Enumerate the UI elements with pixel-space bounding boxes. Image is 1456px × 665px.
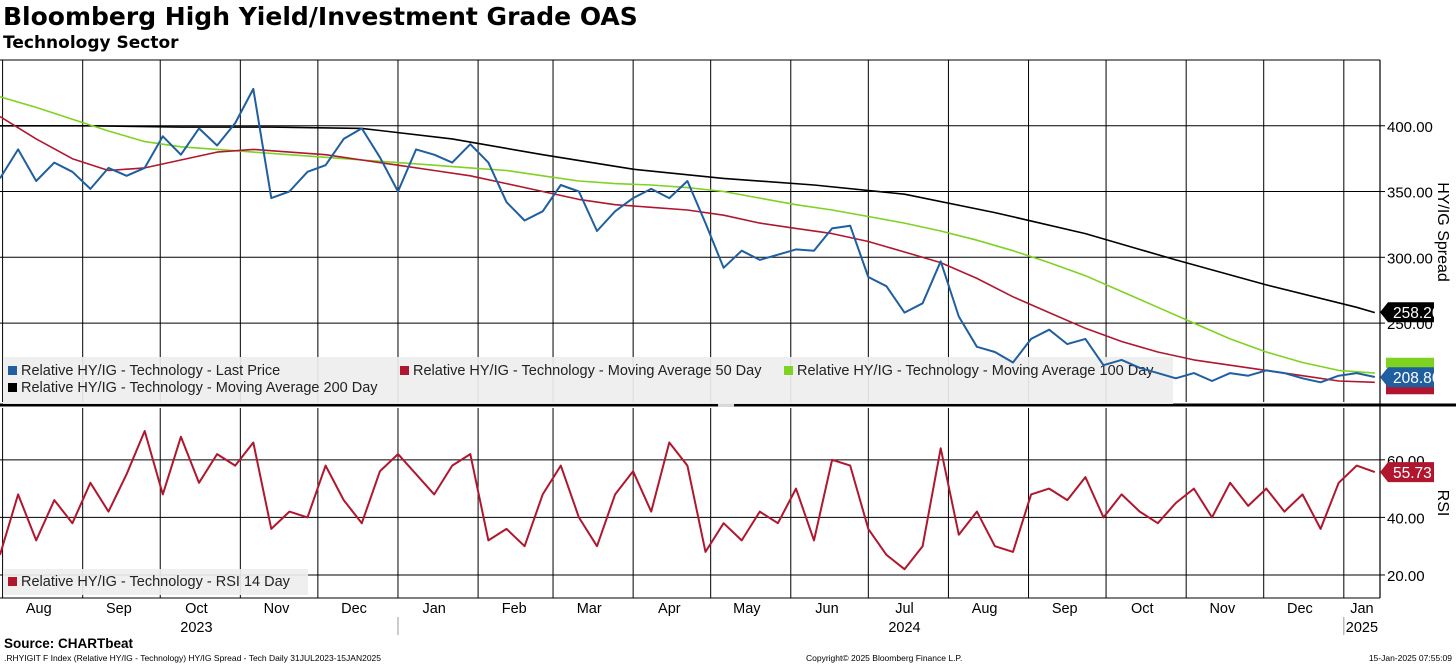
- x-tick-label: Apr: [658, 601, 681, 617]
- x-year-label: 2024: [888, 620, 920, 636]
- x-tick-label: Jan: [1350, 601, 1373, 617]
- footer-timestamp: 15-Jan-2025 07:55:09: [1369, 653, 1452, 663]
- last-value-price-label: 208.86: [1393, 370, 1440, 387]
- x-tick-label: Oct: [185, 601, 208, 617]
- last-value-ma200-label: 258.26: [1393, 305, 1440, 322]
- legend-label: Relative HY/IG - Technology - Moving Ave…: [21, 380, 378, 396]
- x-tick-label: Nov: [264, 601, 291, 617]
- legend-label: Relative HY/IG - Technology - Moving Ave…: [797, 363, 1154, 379]
- last-value-rsi-label: 55.73: [1393, 465, 1432, 482]
- legend-main: [3, 357, 1173, 404]
- x-year-label: 2023: [180, 620, 212, 636]
- x-tick-label: Sep: [1052, 601, 1078, 617]
- series-line-rsi: [0, 430, 1376, 571]
- legend-swatch: [8, 383, 17, 392]
- legend-label: Relative HY/IG - Technology - Moving Ave…: [413, 363, 762, 379]
- series-line-ma100: [0, 96, 1375, 374]
- last-value-rsi-flag: [1380, 462, 1434, 483]
- series-line-ma50: [0, 115, 1375, 384]
- y-axis-title-spread: HY/IG Spread: [1434, 182, 1451, 282]
- x-tick-label: Mar: [577, 601, 602, 617]
- footer-copyright: Copyright© 2025 Bloomberg Finance L.P.: [806, 653, 962, 663]
- footer-source: Source: CHARTbeat: [4, 636, 134, 651]
- x-tick-label: Aug: [26, 601, 52, 617]
- footer-ticker-info: .RHYIGIT F Index (Relative HY/IG - Techn…: [4, 653, 381, 663]
- x-year-label: 2025: [1346, 620, 1378, 636]
- ma100-flag-partial: [1386, 357, 1434, 368]
- x-tick-label: Sep: [106, 601, 132, 617]
- y-axis-title-rsi: RSI: [1434, 490, 1451, 517]
- y-tick-label: 300.00: [1387, 250, 1433, 267]
- x-tick-label: May: [733, 601, 761, 617]
- x-tick-label: Jun: [815, 601, 838, 617]
- legend-label: Relative HY/IG - Technology - RSI 14 Day: [21, 574, 291, 590]
- x-tick-label: Jan: [422, 601, 445, 617]
- y-tick-label: 40.00: [1387, 510, 1425, 527]
- x-tick-label: Dec: [341, 601, 367, 617]
- series-line-ma200: [0, 125, 1376, 314]
- x-tick-label: Feb: [502, 601, 527, 617]
- y-tick-label: 350.00: [1387, 185, 1433, 202]
- x-tick-label: Nov: [1209, 601, 1236, 617]
- legend-swatch: [8, 366, 17, 375]
- legend-swatch: [784, 366, 793, 375]
- last-value-price-flag: [1380, 367, 1434, 388]
- y-tick-label: 400.00: [1387, 119, 1433, 136]
- chart-subtitle: Technology Sector: [3, 33, 179, 53]
- chart-title: Bloomberg High Yield/Investment Grade OA…: [3, 2, 638, 31]
- legend-label: Relative HY/IG - Technology - Last Price: [21, 363, 280, 379]
- last-value-ma200-flag: [1380, 302, 1434, 323]
- legend-rsi: [3, 569, 308, 595]
- x-tick-label: Dec: [1287, 601, 1313, 617]
- x-tick-label: Aug: [972, 601, 998, 617]
- legend-swatch: [400, 366, 409, 375]
- y-tick-label: 20.00: [1387, 568, 1425, 585]
- legend-swatch: [8, 577, 17, 586]
- x-tick-label: Jul: [895, 601, 914, 617]
- series-line-last_price: [0, 87, 1376, 384]
- x-tick-label: Oct: [1131, 601, 1154, 617]
- panel-resize-handle: [718, 403, 734, 407]
- ma50-flag-partial: [1386, 384, 1434, 395]
